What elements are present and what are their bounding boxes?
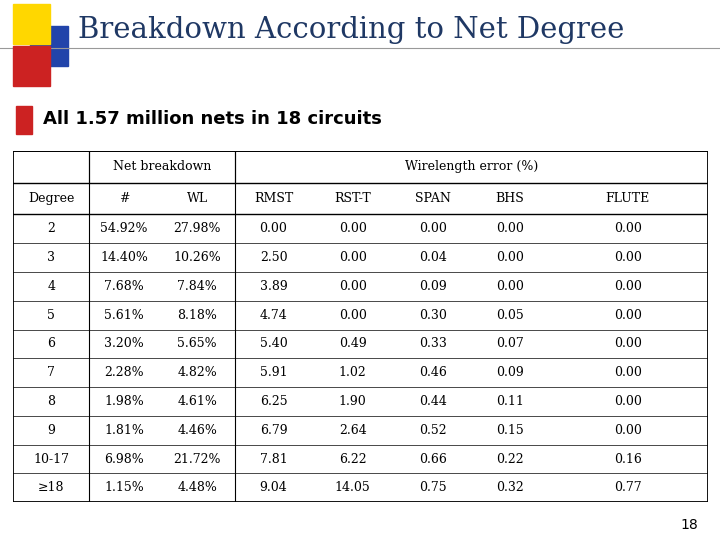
Text: 7.81: 7.81 — [260, 453, 287, 465]
Text: Net breakdown: Net breakdown — [113, 160, 212, 173]
Text: 0.11: 0.11 — [496, 395, 523, 408]
Text: 4.48%: 4.48% — [177, 481, 217, 494]
Text: 14.40%: 14.40% — [100, 251, 148, 264]
Text: 0.00: 0.00 — [339, 280, 366, 293]
Text: 5.65%: 5.65% — [177, 338, 217, 350]
Text: 0.77: 0.77 — [614, 481, 642, 494]
Text: 0.00: 0.00 — [496, 280, 523, 293]
Text: 5.61%: 5.61% — [104, 309, 144, 322]
Text: 6.79: 6.79 — [260, 424, 287, 437]
Text: 0.00: 0.00 — [339, 251, 366, 264]
Text: 27.98%: 27.98% — [174, 222, 221, 235]
Text: 0.00: 0.00 — [614, 366, 642, 379]
Text: 0.00: 0.00 — [614, 280, 642, 293]
Text: 0.00: 0.00 — [614, 309, 642, 322]
Bar — [13, 4, 50, 44]
Text: 7.68%: 7.68% — [104, 280, 144, 293]
Text: 0.00: 0.00 — [419, 222, 446, 235]
Text: 6: 6 — [48, 338, 55, 350]
Text: 0.49: 0.49 — [339, 338, 366, 350]
Text: Wirelength error (%): Wirelength error (%) — [405, 160, 538, 173]
Text: 2.64: 2.64 — [339, 424, 366, 437]
Bar — [13, 46, 50, 86]
Text: 4.82%: 4.82% — [177, 366, 217, 379]
Text: 0.09: 0.09 — [419, 280, 446, 293]
Text: 1.15%: 1.15% — [104, 481, 144, 494]
Text: Breakdown According to Net Degree: Breakdown According to Net Degree — [78, 16, 624, 44]
Text: 7: 7 — [48, 366, 55, 379]
Text: 0.75: 0.75 — [419, 481, 446, 494]
Text: FLUTE: FLUTE — [606, 192, 650, 205]
Text: 0.00: 0.00 — [614, 338, 642, 350]
Text: 7.84%: 7.84% — [177, 280, 217, 293]
Text: 0.15: 0.15 — [496, 424, 523, 437]
Text: 5.40: 5.40 — [260, 338, 287, 350]
Text: 21.72%: 21.72% — [174, 453, 221, 465]
Text: 9: 9 — [48, 424, 55, 437]
Text: 54.92%: 54.92% — [100, 222, 148, 235]
Text: 0.32: 0.32 — [496, 481, 523, 494]
Text: SPAN: SPAN — [415, 192, 451, 205]
Text: WL: WL — [186, 192, 207, 205]
Text: 0.00: 0.00 — [339, 222, 366, 235]
Text: 0.00: 0.00 — [496, 222, 523, 235]
Text: 0.66: 0.66 — [419, 453, 446, 465]
Text: 9.04: 9.04 — [260, 481, 287, 494]
Text: 18: 18 — [680, 518, 698, 532]
Text: 0.04: 0.04 — [419, 251, 446, 264]
Text: 0.16: 0.16 — [614, 453, 642, 465]
Text: 1.90: 1.90 — [339, 395, 366, 408]
Text: 0.30: 0.30 — [419, 309, 446, 322]
Text: 1.98%: 1.98% — [104, 395, 144, 408]
Text: 0.52: 0.52 — [419, 424, 446, 437]
Text: 0.00: 0.00 — [339, 309, 366, 322]
Text: 8: 8 — [48, 395, 55, 408]
Text: 2: 2 — [48, 222, 55, 235]
Text: 0.00: 0.00 — [614, 424, 642, 437]
Text: 1.02: 1.02 — [339, 366, 366, 379]
Text: 3.20%: 3.20% — [104, 338, 144, 350]
Text: 0.44: 0.44 — [419, 395, 446, 408]
Text: 3.89: 3.89 — [260, 280, 287, 293]
Text: 0.07: 0.07 — [496, 338, 523, 350]
Text: 0.09: 0.09 — [496, 366, 523, 379]
Text: 0.46: 0.46 — [419, 366, 446, 379]
Text: 0.00: 0.00 — [614, 251, 642, 264]
Text: 4.61%: 4.61% — [177, 395, 217, 408]
Text: 6.22: 6.22 — [339, 453, 366, 465]
Text: #: # — [119, 192, 130, 205]
Text: 0.22: 0.22 — [496, 453, 523, 465]
Text: ≥18: ≥18 — [38, 481, 64, 494]
Text: 0.00: 0.00 — [614, 395, 642, 408]
Text: RMST: RMST — [254, 192, 293, 205]
Text: 0.05: 0.05 — [496, 309, 523, 322]
Bar — [16, 106, 32, 134]
Text: 1.81%: 1.81% — [104, 424, 144, 437]
Bar — [30, 26, 68, 66]
Text: Degree: Degree — [28, 192, 74, 205]
Text: 0.00: 0.00 — [260, 222, 287, 235]
Text: 3: 3 — [48, 251, 55, 264]
Text: 2.28%: 2.28% — [104, 366, 144, 379]
Text: 10.26%: 10.26% — [174, 251, 221, 264]
Text: 10-17: 10-17 — [33, 453, 69, 465]
Text: 14.05: 14.05 — [335, 481, 371, 494]
Text: 0.00: 0.00 — [614, 222, 642, 235]
Text: 2.50: 2.50 — [260, 251, 287, 264]
Text: 4.74: 4.74 — [260, 309, 287, 322]
Text: 0.00: 0.00 — [496, 251, 523, 264]
Text: 6.25: 6.25 — [260, 395, 287, 408]
Text: 4.46%: 4.46% — [177, 424, 217, 437]
Text: 6.98%: 6.98% — [104, 453, 144, 465]
Text: 4: 4 — [48, 280, 55, 293]
Text: BHS: BHS — [495, 192, 524, 205]
Text: 0.33: 0.33 — [419, 338, 446, 350]
Text: 5: 5 — [48, 309, 55, 322]
Text: RST-T: RST-T — [334, 192, 371, 205]
Text: 8.18%: 8.18% — [177, 309, 217, 322]
Text: 5.91: 5.91 — [260, 366, 287, 379]
Text: All 1.57 million nets in 18 circuits: All 1.57 million nets in 18 circuits — [43, 110, 382, 128]
